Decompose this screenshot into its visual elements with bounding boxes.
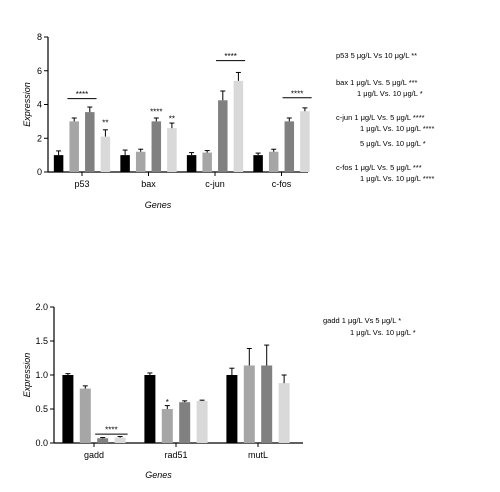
x-tick-label: gadd [84,450,104,460]
note-top-4: 1 μg/L Vs. 10 μg/L **** [360,124,434,133]
bar [62,375,74,443]
bar [97,438,109,443]
bar [226,375,238,443]
significance-label: * [166,398,169,407]
y-tick-label: 2.0 [35,302,48,312]
bar [167,128,177,172]
bar [233,80,244,172]
note-top-7: 1 μg/L Vs. 10 μg/L **** [360,174,434,183]
bar [151,121,162,172]
bar [300,111,310,172]
note-bottom-0: gadd 1 μg/L Vs 5 μg/L * [323,316,401,325]
y-tick-label: 1.0 [35,370,48,380]
x-tick-label: c-fos [272,179,292,189]
significance-label: **** [150,108,162,117]
significance-label: **** [291,89,303,98]
x-tick-label: mutL [248,450,268,460]
bar [278,383,290,443]
note-top-5: 5 μg/L Vs. 10 μg/L * [360,139,426,148]
bar [261,365,273,443]
significance-label: **** [224,52,236,61]
bar [186,155,197,172]
y-tick-label: 4 [37,100,42,110]
bar [179,402,191,443]
y-tick-label: 0.0 [35,438,48,448]
significance-label: **** [105,426,117,435]
x-axis-title: Genes [145,200,172,210]
bar [85,112,95,172]
notes-bottom: gadd 1 μg/L Vs 5 μg/L * 1 μg/L Vs. 10 μg… [323,316,416,337]
y-axis-title: Expression [22,82,32,127]
notes-top: p53 5 μg/L Vs 10 μg/L ** bax 1 μg/L Vs. … [336,51,434,183]
note-top-2: 1 μg/L Vs. 10 μg/L * [357,89,423,98]
bar [161,409,173,443]
bar [268,151,279,172]
bar [120,155,130,172]
x-tick-label: p53 [74,179,89,189]
x-tick-label: bax [141,179,156,189]
bar [53,155,64,172]
bar [202,152,212,172]
significance-label: **** [76,90,88,99]
bar [196,400,208,443]
bar [243,365,255,443]
significance-label: ** [169,114,175,123]
bar [79,388,91,443]
y-tick-label: 2 [37,133,42,143]
bar [135,151,146,172]
y-tick-label: 0.5 [35,404,48,414]
y-tick-label: 8 [37,32,42,42]
significance-label: ** [102,119,108,128]
bar [100,136,111,172]
y-tick-label: 1.5 [35,336,48,346]
note-top-6: c-fos 1 μg/L Vs. 5 μg/L *** [336,163,422,172]
bar [253,155,263,172]
x-axis-title: Genes [145,470,172,480]
y-tick-label: 0 [37,167,42,177]
bar [218,100,228,172]
note-top-1: bax 1 μg/L Vs. 5 μg/L *** [336,78,418,87]
note-top-3: c-jun 1 μg/L Vs. 5 μg/L **** [336,113,425,122]
bar [114,437,126,443]
bar [284,121,295,172]
x-tick-label: c-jun [205,179,225,189]
y-tick-label: 6 [37,66,42,76]
x-tick-label: rad51 [164,450,187,460]
bar [69,121,79,172]
bar [144,375,156,443]
note-bottom-1: 1 μg/L Vs. 10 μg/L * [350,328,416,337]
y-axis-title: Expression [22,353,32,398]
note-top-0: p53 5 μg/L Vs 10 μg/L ** [336,51,417,60]
